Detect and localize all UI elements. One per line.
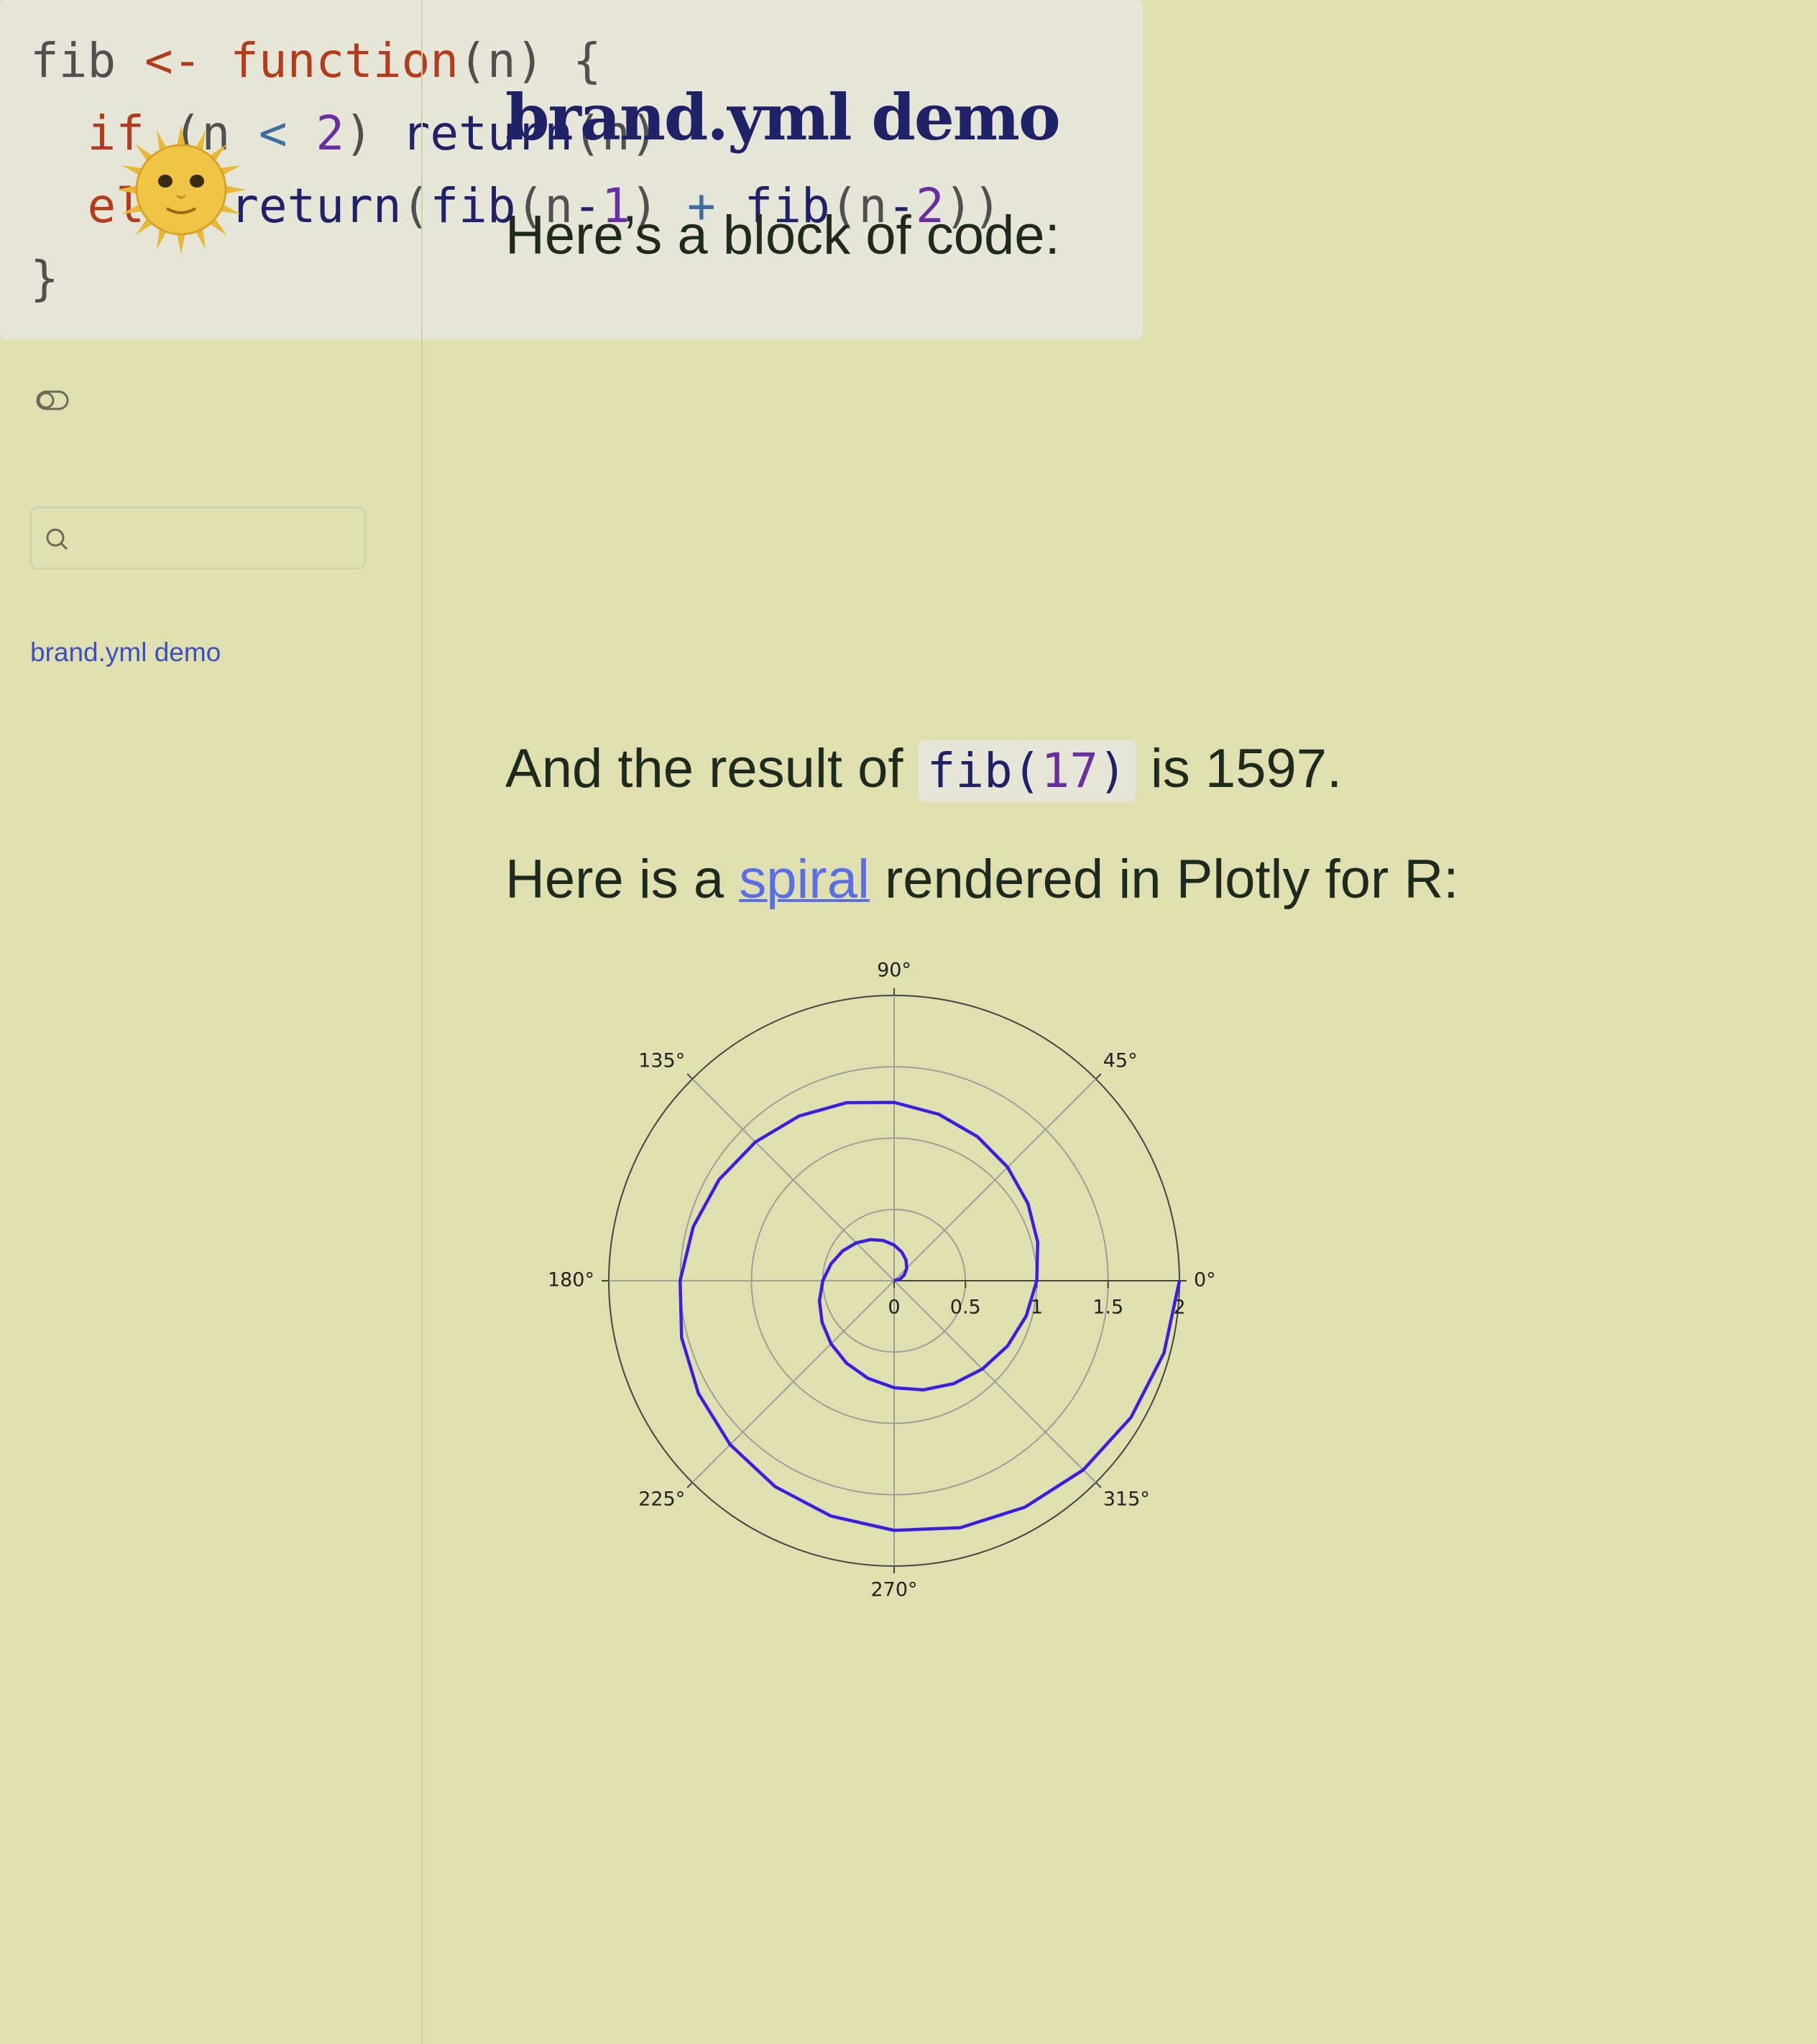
code-token: (n — [829, 178, 888, 234]
radial-tick-label: 1 — [1031, 1297, 1043, 1319]
code-token: fib( — [926, 743, 1041, 798]
angular-tick — [1095, 1482, 1102, 1488]
code-token: ) — [630, 178, 688, 234]
text: And the result of — [505, 738, 919, 799]
angular-tick-label: 45° — [1103, 1050, 1138, 1072]
nav-link[interactable]: brand.yml demo — [30, 637, 221, 667]
code-token: <- — [144, 33, 202, 88]
angular-tick-label: 225° — [638, 1488, 685, 1510]
code-line: } — [30, 242, 1143, 315]
code-token: 1 — [601, 178, 630, 234]
grid-spoke — [893, 1280, 1097, 1483]
angular-tick-label: 180° — [548, 1269, 594, 1292]
code-token: fib — [744, 178, 830, 234]
logo — [116, 125, 246, 254]
code-token: (n) { — [459, 33, 602, 88]
radial-tick-label: 0.5 — [950, 1297, 981, 1319]
search-icon — [46, 528, 68, 551]
paragraph: Here’s a block of code: — [505, 205, 1060, 266]
angular-tick-label: 0° — [1194, 1269, 1216, 1292]
code-token: fib — [30, 33, 144, 88]
text: is 1597. — [1135, 738, 1343, 799]
angular-tick-label: 315° — [1103, 1488, 1150, 1510]
code-token: function — [230, 33, 459, 88]
code-token: return — [401, 106, 574, 161]
code-token: )) — [944, 178, 1002, 234]
radial-tick-label: 1.5 — [1092, 1297, 1123, 1319]
code-token: < — [258, 106, 288, 161]
code-line: fib <- function(n) { — [30, 24, 1143, 97]
sidebar: brand.yml demo — [0, 0, 423, 2044]
grid-spoke — [691, 1078, 895, 1281]
code-token: 2 — [316, 106, 345, 161]
angular-tick-label: 270° — [870, 1579, 917, 1601]
angular-tick — [686, 1073, 693, 1079]
text: Here is a — [505, 849, 740, 910]
code-token: + — [687, 178, 716, 234]
paragraph: And the result of fib(17) is 1597. — [505, 737, 1342, 804]
grid-spoke — [893, 1078, 1097, 1281]
code-token: (n) — [573, 106, 659, 161]
paragraph: Here is a spiral rendered in Plotly for … — [505, 847, 1458, 912]
angular-tick-label: 90° — [877, 959, 911, 982]
spiral-line — [678, 1100, 1182, 1532]
code-token: - — [887, 178, 916, 234]
angular-tick — [1095, 1073, 1102, 1079]
code-token: ) — [1098, 743, 1127, 798]
grid-spoke — [691, 1280, 895, 1483]
search-box[interactable] — [30, 507, 366, 569]
link[interactable]: spiral — [739, 849, 870, 910]
code-token: ) — [344, 106, 402, 161]
angular-tick — [686, 1482, 693, 1488]
page-title: brand.yml demo — [505, 80, 1061, 155]
inline-code: fib(17) — [918, 740, 1136, 801]
code-token: return — [230, 178, 402, 234]
text: rendered in Plotly for R: — [869, 849, 1459, 910]
radial-tick-label: 0 — [888, 1297, 900, 1319]
polar-chart: 0°45°90°135°180°225°270°315°0 0.5 1 1.5 2 — [548, 959, 1216, 1601]
code-token: 17 — [1041, 743, 1099, 798]
theme-toggle[interactable] — [36, 390, 69, 410]
angular-tick-label: 135° — [638, 1050, 685, 1072]
code-token: - — [573, 178, 602, 234]
code-token: (n — [515, 178, 574, 234]
code-token: } — [30, 251, 59, 306]
code-token: fib — [430, 178, 516, 234]
code-token: 2 — [916, 178, 944, 234]
code-token: ( — [401, 178, 431, 234]
code-token: if — [87, 106, 144, 161]
